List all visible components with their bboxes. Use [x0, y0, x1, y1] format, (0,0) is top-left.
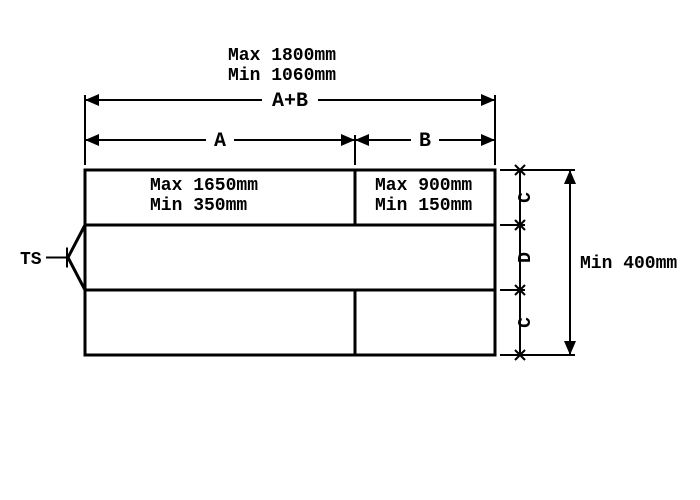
dim-a-label: A	[214, 130, 226, 153]
dim-b-min: Min 150mm	[375, 196, 472, 216]
dim-c1-label: C	[516, 192, 536, 203]
ts-label: TS	[20, 250, 42, 270]
dim-d-label: D	[516, 252, 536, 263]
dim-b-max: Max 900mm	[375, 176, 472, 196]
dim-ab-max: Max 1800mm	[228, 46, 336, 66]
dim-c2-label: C	[516, 317, 536, 328]
dim-ab-min: Min 1060mm	[228, 66, 336, 86]
dim-a-min: Min 350mm	[150, 196, 247, 216]
dim-b-label: B	[419, 130, 431, 153]
dim-a-max: Max 1650mm	[150, 176, 258, 196]
dim-ab-label: A+B	[272, 90, 308, 113]
dim-height-label: Min 400mm	[580, 254, 677, 274]
